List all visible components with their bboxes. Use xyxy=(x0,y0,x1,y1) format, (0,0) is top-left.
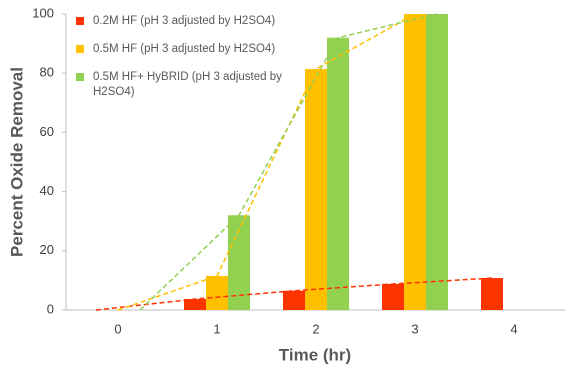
legend-entry: 0.5M HF (pH 3 adjusted by H2SO4) xyxy=(76,42,291,57)
x-tick-label: 2 xyxy=(312,321,319,336)
y-tick-label: 20 xyxy=(40,242,54,257)
trend-line xyxy=(95,277,493,311)
trend-line xyxy=(117,13,416,311)
y-tick-label: 0 xyxy=(47,301,54,316)
legend-swatch xyxy=(76,73,84,81)
y-tick-label: 100 xyxy=(32,5,54,20)
trend-line xyxy=(139,13,438,311)
legend-label: 0.5M HF (pH 3 adjusted by H2SO4) xyxy=(93,43,276,55)
bar xyxy=(481,278,503,310)
bar xyxy=(426,14,448,310)
y-tick-label: 80 xyxy=(40,65,54,80)
bar xyxy=(184,299,206,310)
x-tick-label: 4 xyxy=(510,321,517,336)
legend-swatch xyxy=(76,45,84,53)
bar xyxy=(283,290,305,310)
x-tick-label: 0 xyxy=(114,321,121,336)
legend-label: 0.2M HF (pH 3 adjusted by H2SO4) xyxy=(93,15,276,27)
legend-entry: 0.2M HF (pH 3 adjusted by H2SO4) xyxy=(76,14,291,29)
x-tick-label: 3 xyxy=(411,321,418,336)
legend: 0.2M HF (pH 3 adjusted by H2SO4) 0.5M HF … xyxy=(76,14,291,113)
legend-label: 0.5M HF+ HyBRID (pH 3 adjusted by H2SO4) xyxy=(93,71,282,98)
bar xyxy=(327,37,349,311)
legend-entry: 0.5M HF+ HyBRID (pH 3 adjusted by H2SO4) xyxy=(76,70,291,100)
bar xyxy=(228,215,250,310)
y-axis-title: Percent Oxide Removal xyxy=(7,67,26,257)
y-tick-label: 60 xyxy=(40,124,54,139)
x-axis-title: Time (hr) xyxy=(279,345,351,364)
bar xyxy=(305,69,327,310)
legend-swatch xyxy=(76,17,84,25)
bar xyxy=(206,275,228,310)
x-tick-label: 1 xyxy=(213,321,220,336)
y-tick-label: 40 xyxy=(40,183,54,198)
bar xyxy=(404,14,426,310)
bar xyxy=(382,283,404,310)
